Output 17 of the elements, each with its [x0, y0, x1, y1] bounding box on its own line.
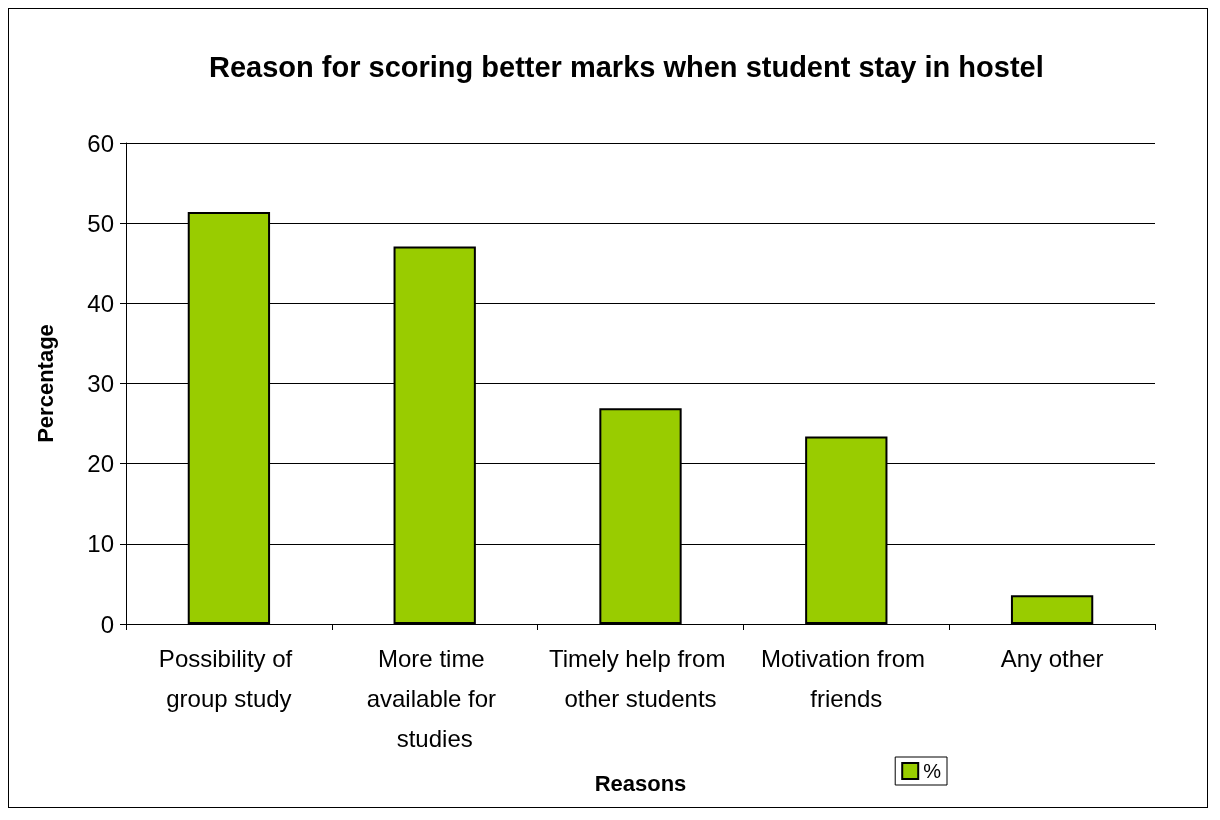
y-tick-label: 30 — [87, 370, 114, 397]
y-tick-label: 0 — [100, 610, 114, 638]
bar — [1010, 595, 1094, 624]
x-tick-label: More time available for studies — [366, 644, 503, 752]
x-tick-label: Any other — [1000, 644, 1104, 672]
y-tick-label: 50 — [87, 209, 114, 237]
y-tick-label: 60 — [87, 129, 114, 157]
x-tick-label: Timely help from other students — [548, 644, 733, 712]
y-tick-label: 40 — [87, 289, 114, 317]
x-axis-title: Reasons — [594, 770, 687, 796]
y-tick-label: 10 — [87, 530, 114, 558]
x-tick-label: Motivation from friends — [760, 644, 932, 712]
y-tick-label: 20 — [87, 450, 114, 478]
y-axis-title: Percentage — [32, 324, 58, 443]
legend-label: % — [923, 760, 942, 782]
x-tick-label: Possibility of group study — [158, 644, 299, 712]
chart-title: Reason for scoring better marks when student stay in hostel — [209, 50, 1044, 83]
